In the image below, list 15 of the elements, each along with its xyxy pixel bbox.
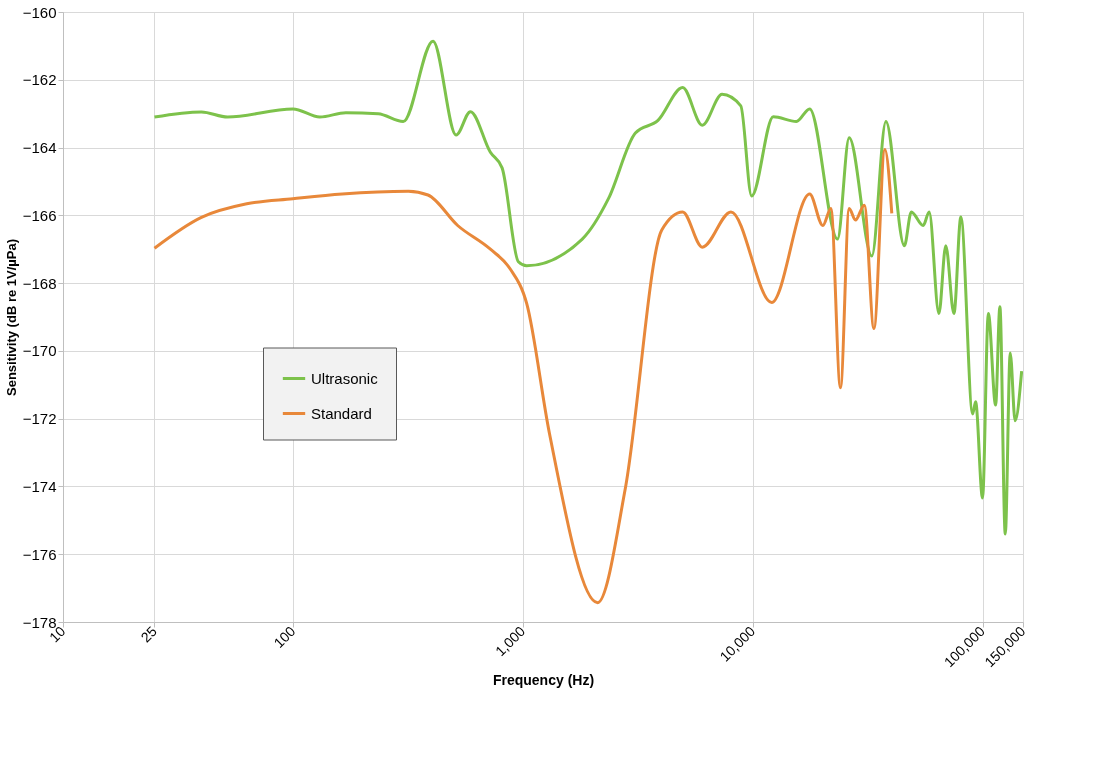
y-tick-label: −170 bbox=[22, 342, 57, 360]
y-tick-label: −172 bbox=[22, 410, 57, 428]
y-tick-label: −162 bbox=[22, 71, 57, 89]
y-tick-label: −174 bbox=[22, 477, 57, 495]
y-tick-label: −166 bbox=[22, 206, 57, 224]
legend-label: Standard bbox=[311, 404, 372, 422]
x-tick-label: 25 bbox=[137, 622, 161, 646]
y-tick-label: −176 bbox=[22, 545, 57, 563]
legend-label: Ultrasonic bbox=[311, 369, 379, 387]
y-tick-label: −168 bbox=[22, 274, 57, 292]
y-tick-label: −164 bbox=[22, 139, 57, 157]
x-tick-label: 100 bbox=[270, 622, 299, 651]
x-axis-title: Frequency (Hz) bbox=[492, 672, 595, 689]
y-axis-title: Sensitivity (dB re 1V/µPa) bbox=[3, 238, 19, 397]
y-tick-label: −160 bbox=[22, 3, 57, 21]
